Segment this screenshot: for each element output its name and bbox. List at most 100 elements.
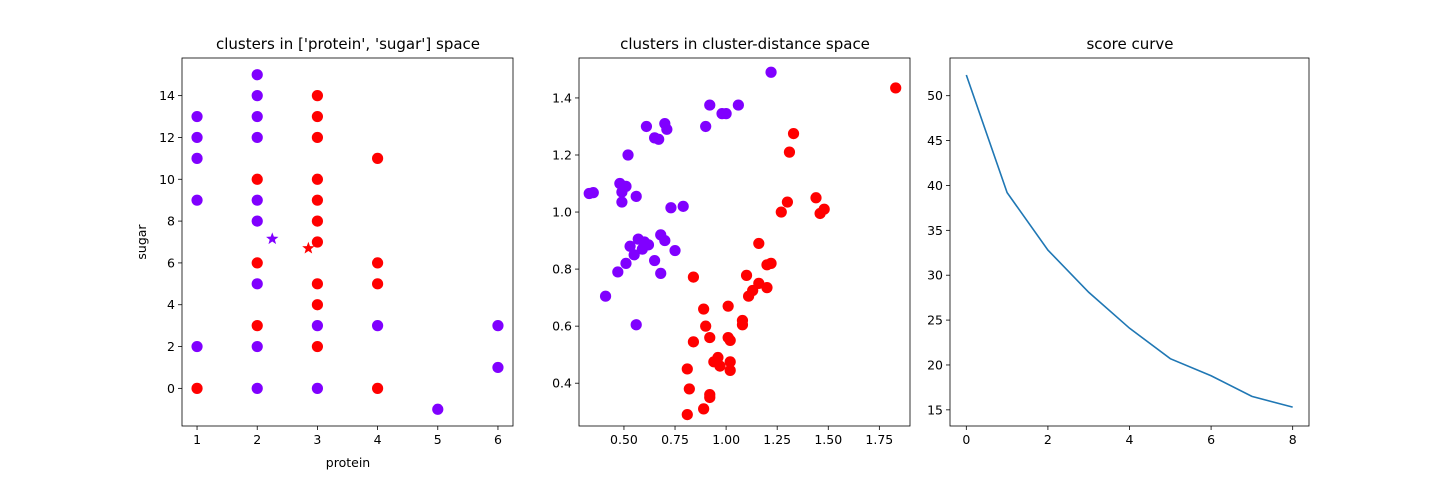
scatter-point bbox=[251, 131, 263, 144]
plot3-ytick-label: 25 bbox=[927, 313, 943, 328]
plot1-xtick-label: 5 bbox=[434, 432, 442, 447]
plot3-ytick-label: 20 bbox=[927, 357, 943, 372]
scatter-point bbox=[653, 133, 665, 145]
plot1-ytick-label: 4 bbox=[167, 297, 175, 312]
scatter-point bbox=[681, 408, 693, 421]
plot2-ytick-label: 0.4 bbox=[552, 376, 572, 391]
plot3-xtick-label: 2 bbox=[1044, 432, 1052, 447]
plot2-frame bbox=[578, 57, 911, 427]
scatter-point bbox=[432, 403, 444, 415]
plot2-xtick-label: 1.00 bbox=[712, 432, 740, 447]
scatter-point bbox=[251, 194, 263, 206]
scatter-point bbox=[371, 320, 384, 332]
scatter-point bbox=[700, 120, 712, 133]
scatter-point bbox=[810, 192, 822, 204]
scatter-point bbox=[648, 254, 661, 267]
scatter-point bbox=[698, 403, 710, 415]
scatter-point bbox=[687, 271, 700, 283]
scatter-point bbox=[251, 257, 263, 269]
scatter-point bbox=[700, 320, 712, 332]
scatter-point bbox=[599, 290, 612, 302]
scatter-point bbox=[311, 131, 324, 144]
scatter-point bbox=[781, 196, 794, 208]
scatter-point bbox=[669, 244, 681, 257]
plot3-title: score curve bbox=[1086, 35, 1173, 53]
plot3-frame bbox=[949, 57, 1310, 427]
plot1-frame bbox=[181, 57, 514, 427]
plot1-xtick-label: 3 bbox=[313, 432, 321, 447]
scatter-point bbox=[765, 66, 777, 78]
scatter-point bbox=[742, 290, 755, 302]
scatter-point bbox=[722, 300, 734, 312]
plot3-ytick-label: 45 bbox=[927, 133, 943, 148]
scatter-point bbox=[311, 90, 324, 102]
scatter-point bbox=[775, 206, 787, 218]
scatter-point bbox=[251, 278, 263, 290]
scatter-point bbox=[642, 239, 655, 251]
scatter-point bbox=[753, 237, 765, 250]
scatter-plot-protein-sugar: clusters in ['protein', 'sugar'] space p… bbox=[134, 35, 514, 470]
scatter-point bbox=[622, 149, 634, 161]
scatter-point bbox=[371, 152, 384, 164]
scatter-point bbox=[683, 383, 695, 395]
scatter-point bbox=[311, 320, 324, 332]
scatter-point bbox=[620, 257, 632, 269]
scatter-point bbox=[630, 319, 642, 331]
scatter-point bbox=[681, 363, 693, 375]
scatter-point bbox=[714, 360, 726, 372]
plot1-xtick-label: 6 bbox=[494, 432, 502, 447]
scatter-point bbox=[311, 299, 324, 311]
plot3-xtick-label: 8 bbox=[1289, 432, 1297, 447]
scatter-point bbox=[492, 320, 504, 332]
scatter-point bbox=[704, 99, 716, 111]
plot3-ytick-label: 50 bbox=[927, 88, 943, 103]
plot1-ytick-label: 14 bbox=[159, 88, 175, 103]
plot1-xtick-label: 1 bbox=[193, 432, 201, 447]
plot1-ytick-label: 8 bbox=[167, 214, 175, 229]
scatter-point bbox=[616, 186, 628, 198]
scatter-point bbox=[761, 259, 773, 271]
scatter-point bbox=[311, 236, 324, 248]
scatter-point bbox=[624, 240, 636, 252]
plot1-ytick-label: 2 bbox=[167, 339, 175, 354]
plot3-xtick-label: 0 bbox=[962, 432, 970, 447]
scatter-plot-cluster-distance: clusters in cluster-distance space 0.50 0… bbox=[552, 35, 911, 447]
plot3-ytick-label: 35 bbox=[927, 223, 943, 238]
plot1-ytick-label: 10 bbox=[159, 172, 175, 187]
scatter-point bbox=[191, 340, 203, 353]
plot2-ytick-label: 1.2 bbox=[552, 147, 572, 162]
plot2-xtick-label: 0.50 bbox=[610, 432, 638, 447]
plot2-ytick-label: 0.6 bbox=[552, 319, 572, 334]
plot3-ytick-label: 40 bbox=[927, 178, 943, 193]
plot2-xtick-label: 1.75 bbox=[865, 432, 893, 447]
scatter-point bbox=[251, 69, 263, 81]
scatter-point bbox=[191, 131, 203, 144]
scatter-point bbox=[724, 334, 736, 347]
scatter-point bbox=[587, 187, 599, 199]
score-curve-line bbox=[965, 74, 1293, 408]
plot1-ytick-label: 0 bbox=[167, 381, 175, 396]
scatter-point bbox=[704, 391, 716, 404]
scatter-point bbox=[687, 336, 700, 348]
plot2-ytick-label: 1.4 bbox=[552, 90, 572, 105]
scatter-point bbox=[251, 320, 263, 332]
scatter-point bbox=[724, 364, 736, 376]
plot1-ytick-label: 6 bbox=[167, 255, 175, 270]
scatter-point bbox=[787, 127, 800, 140]
plot3-xtick-label: 4 bbox=[1126, 432, 1134, 447]
scatter-point bbox=[698, 303, 710, 315]
centroid-star-marker bbox=[266, 232, 279, 245]
plot1-xlabel: protein bbox=[326, 455, 370, 470]
scatter-point bbox=[492, 361, 504, 374]
scatter-point bbox=[191, 382, 203, 394]
plot3-ytick-label: 30 bbox=[927, 268, 943, 283]
scatter-point bbox=[612, 266, 624, 278]
scatter-point bbox=[761, 282, 773, 294]
scatter-point bbox=[655, 267, 667, 279]
scatter-point bbox=[311, 173, 324, 185]
plot2-title: clusters in cluster-distance space bbox=[620, 35, 870, 53]
scatter-point bbox=[783, 146, 796, 158]
scatter-point bbox=[724, 356, 736, 368]
scatter-point bbox=[677, 200, 689, 212]
